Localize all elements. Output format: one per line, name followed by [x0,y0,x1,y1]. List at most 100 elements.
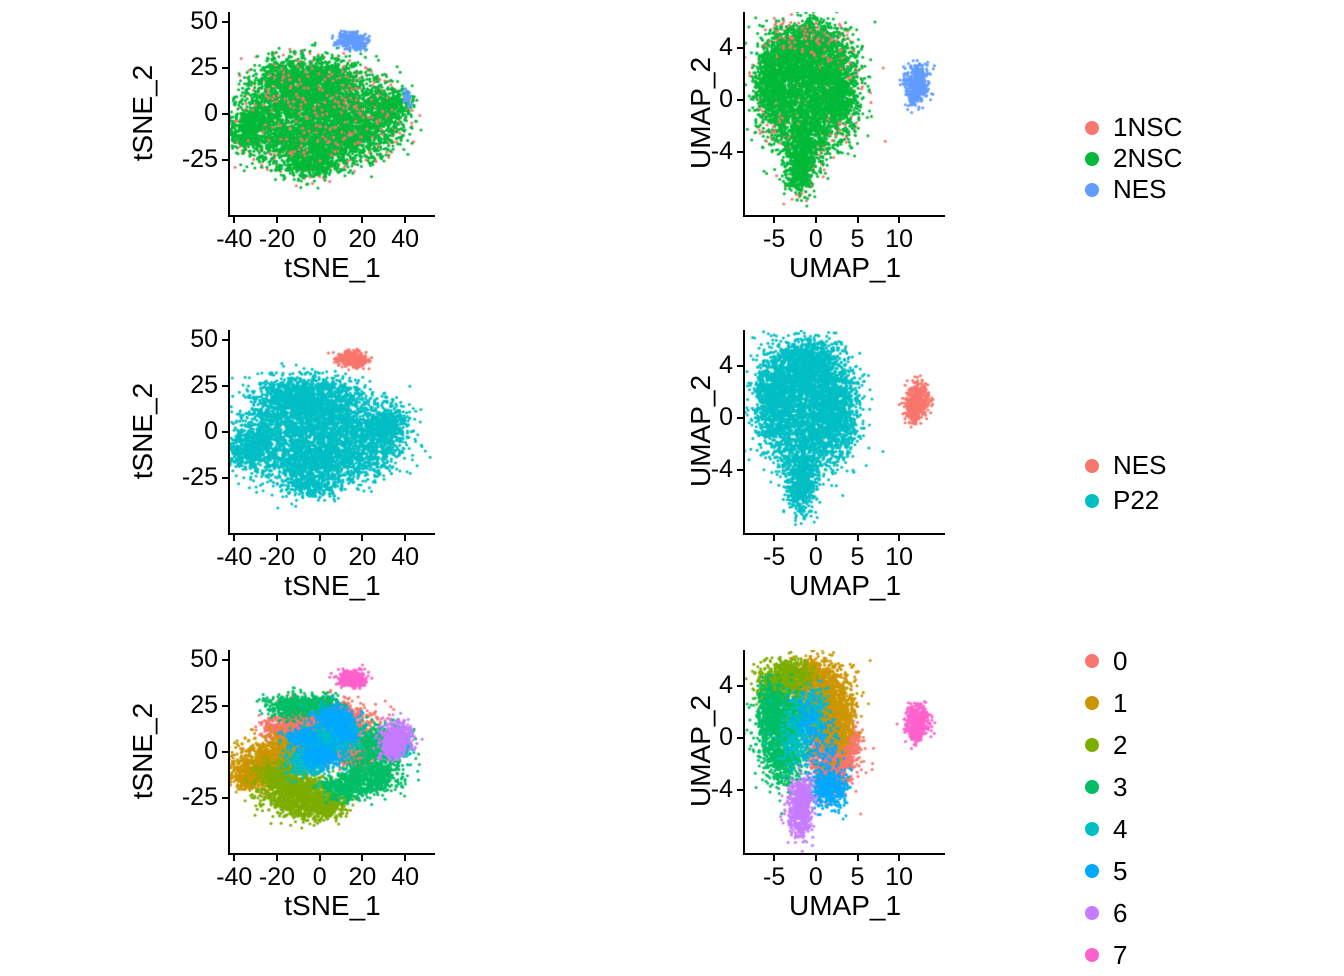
x-tick-label: -40 [216,225,253,253]
x-tick-mark [361,855,364,861]
legend-item-5: 5 [1080,850,1280,892]
x-axis-title: tSNE_1 [284,570,381,601]
y-tick-label: 25 [190,371,218,400]
tsne-plot-samples: tSNE_2 tSNE_1 -40 -20 0 20 40 50 25 0 -25 [125,7,455,287]
x-tick-label: 0 [808,225,823,253]
legend-label: 2NSC [1113,143,1183,173]
axis-lines [228,650,435,855]
x-tick-mark [318,217,321,223]
y-tick-label: -25 [181,462,218,491]
legend-item-2NSC: 2NSC [1080,143,1280,174]
y-tick-label: -4 [710,775,733,804]
legend-key-dot [1085,948,1099,962]
y-tick-label: 0 [204,416,218,445]
x-tick-label: 40 [391,225,419,253]
legend-condition: NES P22 [1080,448,1280,518]
x-tick-label: 0 [808,543,823,571]
y-tick-mark [737,469,743,472]
legend-label: 1NSC [1113,112,1183,142]
y-tick-mark [222,21,228,24]
legend-key-dot [1085,822,1099,836]
x-tick-mark [404,217,407,223]
x-tick-mark [404,855,407,861]
scatter-points-canvas [230,330,435,533]
x-tick-label: 5 [850,225,865,253]
x-tick-label: 20 [348,863,377,891]
x-tick-label: 20 [348,543,377,571]
x-tick-mark [856,535,859,541]
legend-item-7: 7 [1080,934,1280,976]
legend-samples: 1NSC 2NSC NES [1080,112,1280,205]
y-tick-label: -4 [710,455,733,484]
x-tick-mark [275,855,278,861]
legend-label: NES [1113,450,1167,480]
legend-label: 1 [1113,687,1128,718]
legend-key-dot [1085,493,1099,508]
legend-item-4: 4 [1080,808,1280,850]
legend-item-1NSC: 1NSC [1080,112,1280,143]
x-tick-label: 0 [808,863,823,891]
x-tick-label: 20 [348,225,377,253]
y-tick-mark [222,385,228,388]
x-tick-mark [898,855,901,861]
legend-key-dot [1085,182,1099,197]
legend-label: 2 [1113,729,1128,760]
x-tick-label: -40 [216,863,253,891]
x-tick-label: 0 [312,863,327,891]
x-tick-label: -20 [258,863,296,891]
x-tick-label: -40 [216,543,253,571]
scatter-points-canvas [745,650,945,853]
y-tick-mark [737,46,743,49]
scatter-points-canvas [230,12,435,215]
x-tick-label: 0 [312,543,327,571]
x-tick-label: -20 [258,225,296,253]
y-tick-mark [222,112,228,115]
x-tick-mark [814,855,817,861]
x-tick-mark [361,535,364,541]
legend-item-NES: NES [1080,448,1280,483]
y-tick-label: 50 [190,325,218,354]
legend-key-dot [1085,654,1099,668]
y-tick-mark [737,736,743,739]
x-axis-title: UMAP_1 [788,252,902,283]
axis-lines [228,330,435,535]
legend-item-3: 3 [1080,766,1280,808]
y-tick-label: 0 [719,402,733,431]
y-tick-mark [222,705,228,708]
y-tick-label: 4 [719,350,733,379]
legend-label: P22 [1113,485,1160,515]
legend-key-dot [1085,458,1099,473]
x-tick-label: 10 [885,543,914,571]
x-tick-mark [318,535,321,541]
x-tick-mark [898,217,901,223]
x-tick-mark [275,535,278,541]
axis-lines [743,650,945,855]
y-tick-mark [737,151,743,154]
y-tick-mark [737,416,743,419]
y-tick-label: 25 [190,691,218,720]
x-tick-mark [814,217,817,223]
x-tick-mark [856,217,859,223]
x-tick-mark [404,535,407,541]
x-tick-label: 0 [312,225,327,253]
legend-item-0: 0 [1080,640,1280,682]
x-tick-label: 5 [850,543,865,571]
legend-label: 6 [1113,897,1128,928]
y-tick-label: 4 [719,32,733,61]
axis-lines [228,12,435,217]
y-tick-label: 25 [190,53,218,82]
x-axis-title: UMAP_1 [788,890,902,921]
x-tick-mark [318,855,321,861]
y-tick-label: 0 [719,722,733,751]
x-tick-mark [898,535,901,541]
y-tick-label: 0 [719,84,733,113]
x-axis-title: UMAP_1 [788,570,902,601]
scatter-points-canvas [745,12,945,215]
y-tick-mark [222,659,228,662]
umap-plot-clusters: UMAP_2 UMAP_1 -5 0 5 10 4 0 -4 [675,650,955,925]
y-tick-mark [737,364,743,367]
legend-label: NES [1113,174,1167,204]
x-tick-mark [233,217,236,223]
tsne-plot-clusters: tSNE_2 tSNE_1 -40 -20 0 20 40 50 25 0 -25 [125,645,455,925]
x-tick-label: 10 [885,863,914,891]
